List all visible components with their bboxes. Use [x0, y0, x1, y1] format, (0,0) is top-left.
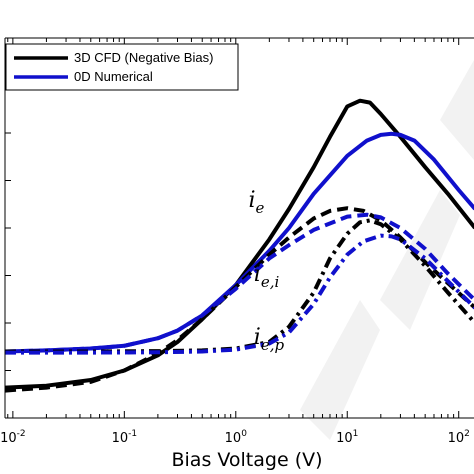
annotation-ep: ie,p: [254, 325, 285, 354]
x-tick-label-1: 10-1: [112, 429, 138, 446]
annotation-e: ie: [248, 188, 264, 217]
x-tick-label-3: 101: [336, 429, 358, 446]
legend-label-1: 0D Numerical: [74, 69, 153, 84]
watermark: [300, 60, 474, 440]
series-line-iep-4: [5, 218, 474, 354]
series-line-iei-3: [5, 212, 474, 354]
x-tick-label-2: 100: [225, 429, 248, 446]
x-tick-label-4: 102: [448, 429, 470, 446]
x-axis-title: Bias Voltage (V): [171, 449, 322, 471]
legend-box: [5, 43, 239, 91]
legend-label-0: 3D CFD (Negative Bias): [74, 50, 213, 65]
x-tick-label-0: 10-2: [0, 429, 26, 446]
legend: 3D CFD (Negative Bias) 0D Numerical: [5, 43, 239, 91]
annotation-ei: ie,i: [254, 262, 280, 291]
